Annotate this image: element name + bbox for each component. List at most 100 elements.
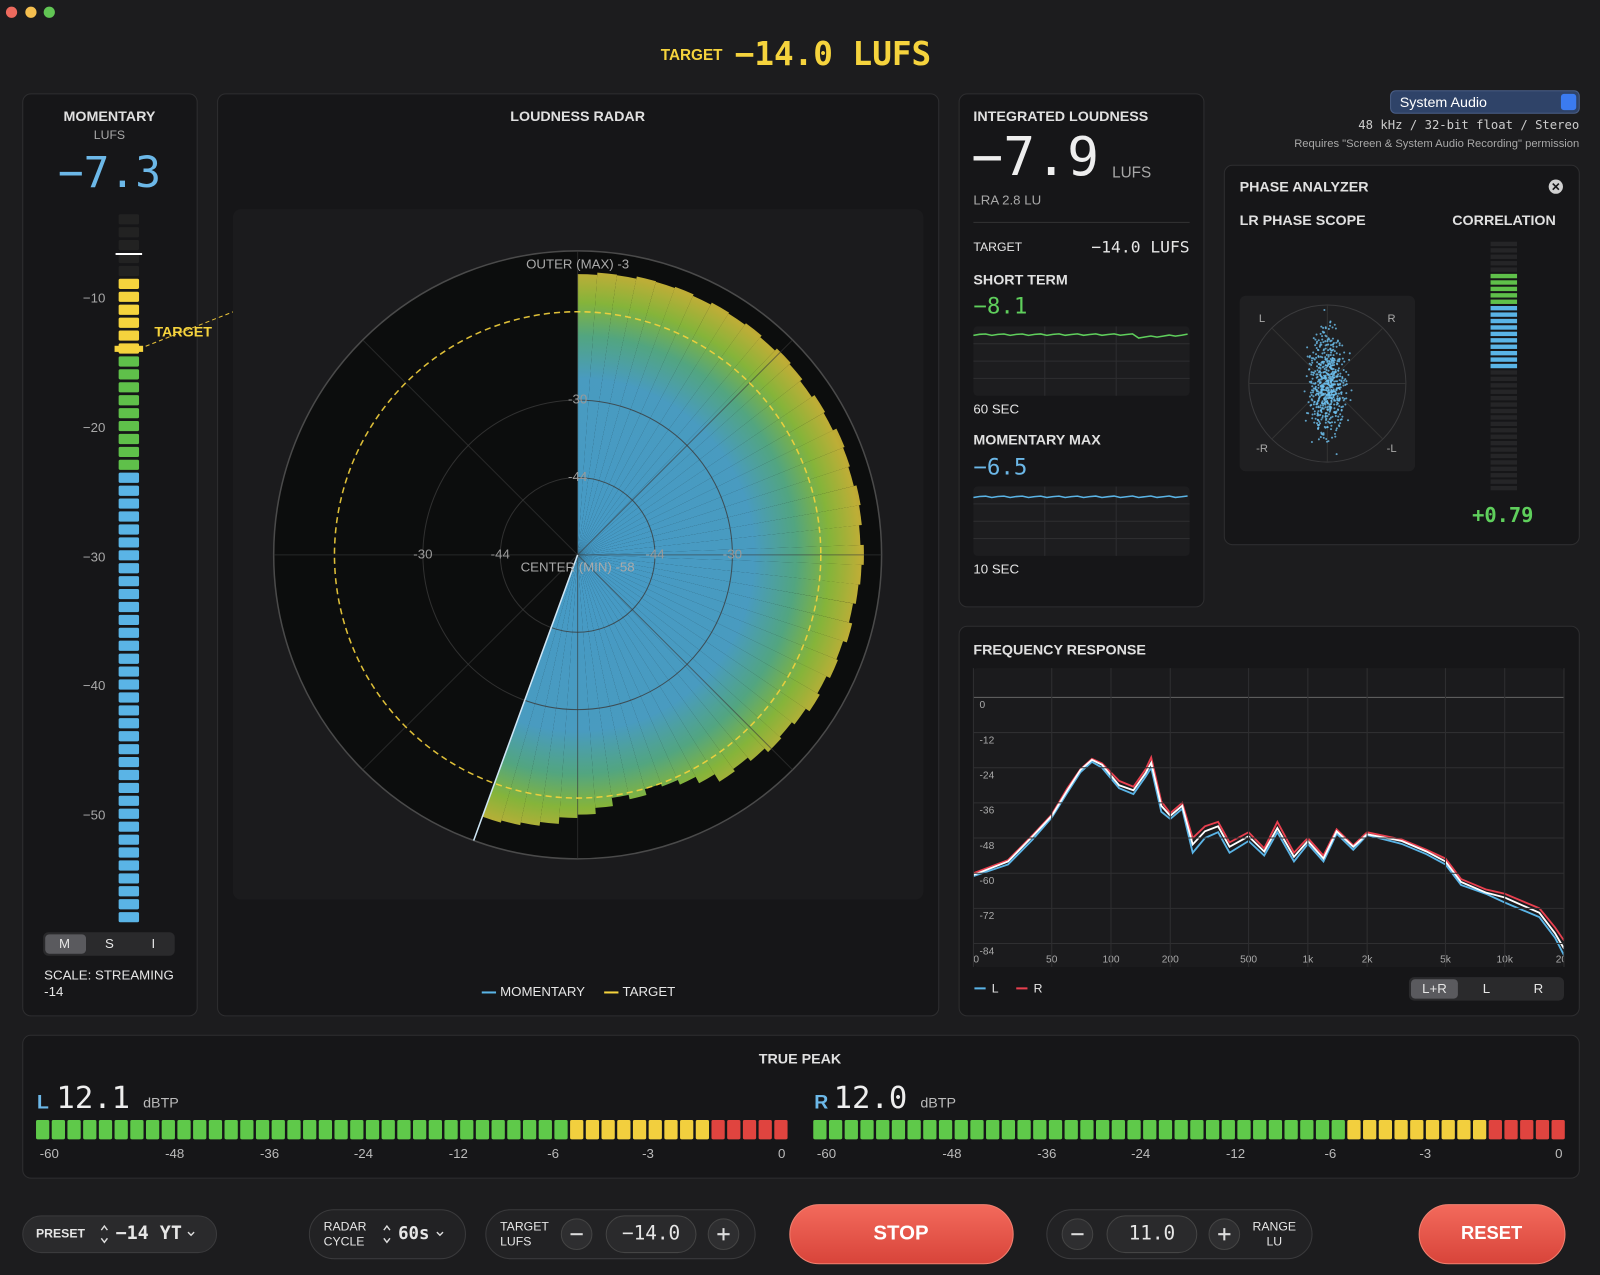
scope-dot [1314, 370, 1317, 373]
minimize-window[interactable] [25, 6, 37, 18]
scope-dot [1317, 378, 1320, 381]
meter-segment [118, 899, 140, 910]
peak-segment [350, 1119, 364, 1140]
scope-dot [1329, 344, 1333, 347]
scope-dot [1312, 407, 1315, 410]
scope-dot [1338, 386, 1341, 389]
scope-dot [1336, 375, 1339, 378]
scope-dot [1328, 391, 1331, 394]
scope-dot [1335, 389, 1338, 392]
scope-dot [1315, 347, 1318, 350]
peak-segment [1096, 1119, 1110, 1140]
correlation-segment [1490, 453, 1518, 459]
peak-segment [711, 1119, 725, 1140]
reset-button[interactable] [1418, 1204, 1566, 1265]
scope-dot [1323, 331, 1326, 334]
scope-dot [1330, 372, 1333, 375]
scope-dot [1339, 418, 1342, 421]
radar-wedge [577, 554, 748, 770]
scope-dot [1324, 347, 1327, 350]
mode-m[interactable]: M [59, 936, 70, 951]
correlation-segment [1490, 293, 1518, 298]
y-tick-label: 0 [980, 700, 986, 711]
scope-dot [1326, 394, 1329, 397]
close-window[interactable] [5, 6, 18, 18]
cycle-label: CYCLE [324, 1235, 365, 1249]
scope-dot [1319, 406, 1322, 409]
scope-dot [1307, 401, 1310, 404]
scope-dot [1329, 324, 1332, 327]
scope-dot [1318, 366, 1321, 369]
radar-wedge [577, 281, 675, 555]
scope-dot [1332, 342, 1335, 345]
scope-dot [1329, 354, 1332, 357]
source-dropdown[interactable] [1390, 90, 1580, 114]
meter-segment [118, 265, 140, 277]
stop-button[interactable] [789, 1204, 1014, 1265]
scope-dot [1329, 321, 1332, 324]
scope-dot [1329, 409, 1332, 412]
scope-dot [1312, 395, 1315, 398]
view-lr[interactable]: L+R [1422, 981, 1447, 996]
view-r[interactable]: R [1534, 981, 1544, 996]
peak-segment [1425, 1119, 1440, 1140]
correlation-segment [1490, 479, 1518, 484]
channel-peak: 12.0 [834, 1081, 908, 1116]
scope-dot [1311, 377, 1314, 380]
radar-wedge [577, 295, 711, 555]
peak-scale-label: -36 [1037, 1146, 1056, 1161]
scope-dot [1322, 404, 1325, 407]
y-tick-label: -48 [980, 841, 995, 852]
scope-dot [1342, 384, 1345, 387]
preset-control[interactable] [22, 1215, 218, 1254]
scope-dot [1316, 348, 1319, 351]
scope-dot [1310, 398, 1313, 401]
cycle-control[interactable] [308, 1209, 466, 1260]
peak-segment [813, 1119, 827, 1140]
scope-dot [1331, 397, 1334, 400]
radar-wedge [540, 554, 578, 824]
meter-segment [118, 498, 140, 509]
radar-wedge [577, 554, 629, 798]
short-term-value: −8.1 [973, 294, 1027, 320]
peak-segment [444, 1119, 458, 1140]
scope-dot [1337, 408, 1340, 411]
peak-segment [271, 1119, 285, 1140]
scope-dot [1312, 351, 1315, 354]
meter-segment [118, 550, 140, 561]
scope-dot [1344, 378, 1347, 381]
scope-dot [1307, 412, 1310, 415]
scope-dot [1323, 351, 1326, 354]
scope-dot [1343, 397, 1346, 400]
range-field[interactable] [1106, 1215, 1198, 1254]
radar-center-label: CENTER (MIN) -58 [521, 560, 635, 575]
scope-dot [1337, 367, 1340, 370]
view-selected [1410, 979, 1458, 999]
scope-dot [1327, 349, 1330, 352]
momentary-unit: LUFS [94, 128, 125, 142]
radar-wedge [577, 286, 694, 555]
peak-segment [1048, 1119, 1063, 1140]
scope-dot [1322, 388, 1325, 391]
mode-i[interactable]: I [151, 936, 155, 951]
correlation-segment [1490, 344, 1518, 349]
scope-dot [1334, 380, 1337, 383]
radar: -44 -44 -44 -30 -30 -30 OUTER (MAX) -3 CENTER (… [272, 250, 883, 860]
momentary-max-graph [973, 486, 1190, 556]
mode-s[interactable]: S [105, 936, 114, 951]
scope-dot [1331, 436, 1334, 439]
scope-dot [1349, 399, 1352, 402]
scope-dot [1309, 391, 1312, 394]
meter-segment [118, 627, 140, 638]
view-l[interactable]: L [1483, 981, 1490, 996]
legend-momentary: MOMENTARY [500, 984, 585, 999]
scope-dot [1304, 419, 1307, 422]
peak-segment [318, 1119, 333, 1140]
zoom-window[interactable] [43, 6, 55, 18]
dropdown-stepper[interactable] [1560, 93, 1577, 111]
scope-dot [1347, 373, 1350, 376]
scope-dot [1325, 387, 1328, 390]
target-field[interactable] [605, 1215, 697, 1254]
frequency-title: FREQUENCY RESPONSE [973, 643, 1146, 659]
lra: LRA 2.8 LU [973, 192, 1041, 207]
